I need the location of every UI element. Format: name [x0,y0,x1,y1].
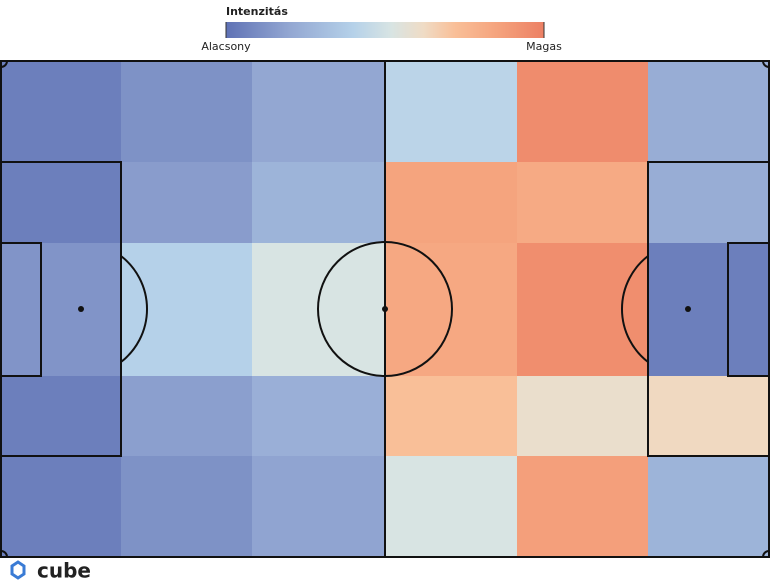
logo: cube [10,559,91,583]
heat-cell [252,376,385,456]
heat-cell [385,456,517,558]
heat-cell [121,60,252,162]
heat-cell [121,162,252,243]
heat-cell [0,456,121,558]
colorbar-tick-label: Alacsony [201,40,251,53]
heat-cell [648,162,770,243]
logo-text: cube [37,559,91,583]
heat-cell [121,376,252,456]
heat-cell [648,243,770,376]
heat-cell [0,376,121,456]
heat-cell [517,162,648,243]
heat-cell [517,60,648,162]
heat-cell [517,456,648,558]
heat-cell [0,60,121,162]
heat-cell [648,60,770,162]
heat-cell [121,243,252,376]
heat-cell [648,376,770,456]
heat-cell [0,162,121,243]
colorbar-tick-label: Magas [526,40,562,53]
colorbar-title: Intenzitás [226,5,288,18]
heat-cell [517,243,648,376]
heat-cell [648,456,770,558]
cells [0,60,770,558]
heat-cell [252,60,385,162]
heat-cell [385,162,517,243]
heat-cell [385,376,517,456]
heat-cell [517,376,648,456]
heat-cell [252,162,385,243]
heat-cell [252,456,385,558]
pitch-lines [0,60,770,558]
heat-cell [121,456,252,558]
colorbar [226,22,544,38]
heat-cell [0,243,121,376]
heat-cell [385,60,517,162]
